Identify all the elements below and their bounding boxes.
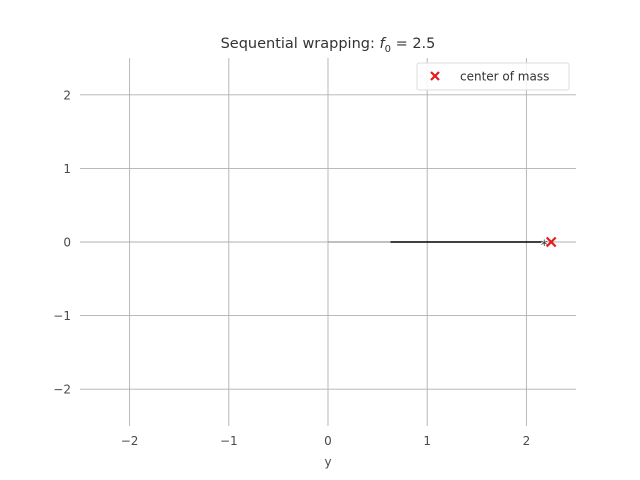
title-var: f — [379, 36, 386, 52]
y-tick-label: −1 — [53, 309, 71, 323]
legend-box — [416, 62, 570, 91]
x-tick-label: −1 — [220, 434, 238, 448]
x-tick-label: 2 — [523, 434, 531, 448]
x-tick-label: 1 — [423, 434, 431, 448]
title-suffix: = 2.5 — [391, 36, 435, 52]
series: * — [328, 236, 557, 254]
chart-title: Sequential wrapping: f0 = 2.5 — [221, 36, 436, 55]
y-tick-label: 1 — [63, 162, 71, 176]
x-tick-label: −2 — [121, 434, 139, 448]
annotation-star: * — [541, 238, 548, 254]
x-axis-label: y — [324, 455, 331, 469]
tick-labels: −2 −1 0 1 2 −2 −1 0 1 2 — [53, 88, 530, 448]
title-sub: 0 — [385, 44, 391, 55]
legend-label: center of mass — [460, 70, 549, 84]
x-tick-label: 0 — [324, 434, 332, 448]
title-prefix: Sequential wrapping: — [221, 36, 380, 52]
y-tick-label: 2 — [63, 88, 71, 102]
legend-marker-icon — [430, 71, 440, 81]
y-tick-label: −2 — [53, 383, 71, 397]
y-tick-label: 0 — [63, 236, 71, 250]
legend: center of mass — [416, 62, 570, 91]
center-of-mass-marker — [545, 236, 557, 248]
